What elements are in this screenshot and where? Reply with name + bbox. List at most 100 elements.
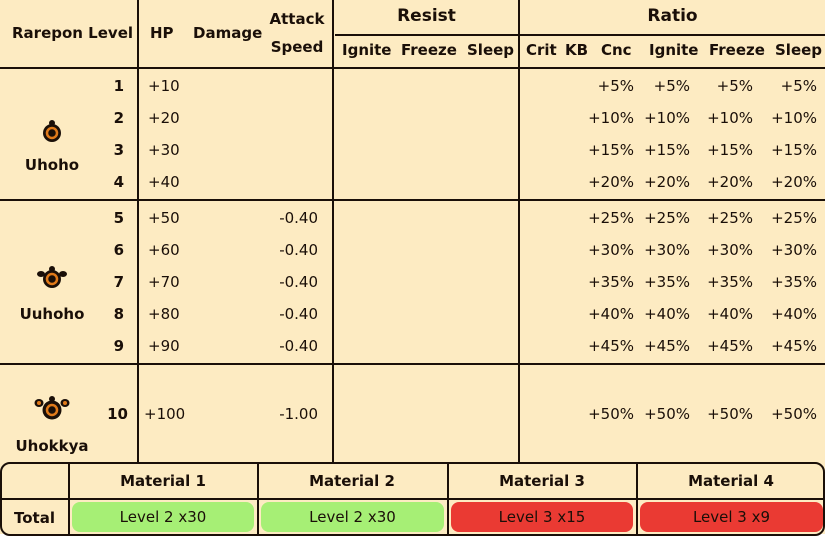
hp-cell: +30 bbox=[148, 141, 180, 159]
header-ratio: Ratio bbox=[647, 6, 698, 26]
divider-header bbox=[0, 67, 825, 69]
level-cell: 7 bbox=[113, 273, 124, 291]
level-cell: 10 bbox=[107, 405, 128, 423]
ratio-sleep-cell: +45% bbox=[771, 337, 817, 355]
ratio-cnc-cell: +20% bbox=[588, 173, 634, 191]
level-cell: 4 bbox=[113, 173, 124, 191]
ratio-freeze-cell: +15% bbox=[707, 141, 753, 159]
divider-resist bbox=[332, 0, 334, 462]
header-resist-sleep: Sleep bbox=[467, 41, 515, 59]
attack-speed-cell: -1.00 bbox=[279, 405, 318, 423]
ratio-cnc-cell: +25% bbox=[588, 209, 634, 227]
ratio-ignite-cell: +25% bbox=[644, 209, 690, 227]
ratio-ignite-cell: +10% bbox=[644, 109, 690, 127]
level-cell: 8 bbox=[113, 305, 124, 323]
ratio-freeze-cell: +50% bbox=[707, 405, 753, 423]
material-4-value: Level 3 x9 bbox=[640, 502, 823, 532]
ratio-freeze-cell: +40% bbox=[707, 305, 753, 323]
ratio-sleep-cell: +40% bbox=[771, 305, 817, 323]
rarepon-face-icon bbox=[37, 266, 67, 288]
header-ratio-freeze: Freeze bbox=[709, 41, 765, 59]
attack-speed-cell: -0.40 bbox=[279, 241, 318, 259]
header-resist-freeze: Freeze bbox=[401, 41, 457, 59]
header-ratio-sleep: Sleep bbox=[775, 41, 823, 59]
ratio-cnc-cell: +5% bbox=[597, 77, 634, 95]
ratio-cnc-cell: +10% bbox=[588, 109, 634, 127]
header-ratio-crit: Crit bbox=[526, 41, 557, 59]
ratio-sleep-cell: +10% bbox=[771, 109, 817, 127]
ratio-sleep-cell: +15% bbox=[771, 141, 817, 159]
rarepon-face-icon bbox=[43, 120, 61, 142]
ratio-sleep-cell: +30% bbox=[771, 241, 817, 259]
ratio-ignite-cell: +15% bbox=[644, 141, 690, 159]
material-2-header: Material 2 bbox=[309, 472, 395, 490]
attack-speed-cell: -0.40 bbox=[279, 273, 318, 291]
material-3-header: Material 3 bbox=[499, 472, 585, 490]
attack-speed-cell: -0.40 bbox=[279, 337, 318, 355]
header-ratio-ignite: Ignite bbox=[649, 41, 699, 59]
material-4-header: Material 4 bbox=[688, 472, 774, 490]
header-attack-line2: Speed bbox=[270, 38, 324, 56]
ratio-freeze-cell: +10% bbox=[707, 109, 753, 127]
ratio-freeze-cell: +45% bbox=[707, 337, 753, 355]
ratio-freeze-cell: +25% bbox=[707, 209, 753, 227]
header-resist-ignite: Ignite bbox=[342, 41, 392, 59]
level-cell: 1 bbox=[113, 77, 124, 95]
hp-cell: +50 bbox=[148, 209, 180, 227]
attack-speed-cell: -0.40 bbox=[279, 305, 318, 323]
divider-level bbox=[137, 0, 139, 462]
divider-materials-header bbox=[0, 498, 825, 500]
hp-cell: +40 bbox=[148, 173, 180, 191]
total-label: Total bbox=[14, 509, 55, 527]
rarepon-name-uhokkya: Uhokkya bbox=[15, 437, 89, 455]
ratio-freeze-cell: +30% bbox=[707, 241, 753, 259]
hp-cell: +70 bbox=[148, 273, 180, 291]
header-resist: Resist bbox=[397, 6, 456, 26]
material-1-header: Material 1 bbox=[120, 472, 206, 490]
level-cell: 9 bbox=[113, 337, 124, 355]
rarepon-face-icon bbox=[34, 396, 70, 420]
ratio-ignite-cell: +30% bbox=[644, 241, 690, 259]
ratio-sleep-cell: +35% bbox=[771, 273, 817, 291]
attack-speed-cell: -0.40 bbox=[279, 209, 318, 227]
ratio-cnc-cell: +45% bbox=[588, 337, 634, 355]
divider-ratio bbox=[518, 0, 520, 462]
header-attack-line1: Attack bbox=[269, 10, 325, 28]
level-cell: 3 bbox=[113, 141, 124, 159]
material-3-value: Level 3 x15 bbox=[451, 502, 633, 532]
material-2-value: Level 2 x30 bbox=[261, 502, 444, 532]
rarepon-name-uhoho: Uhoho bbox=[24, 156, 80, 174]
ratio-sleep-cell: +5% bbox=[780, 77, 817, 95]
divider-group-2 bbox=[0, 363, 825, 365]
ratio-sleep-cell: +50% bbox=[771, 405, 817, 423]
material-1-value: Level 2 x30 bbox=[72, 502, 254, 532]
ratio-ignite-cell: +20% bbox=[644, 173, 690, 191]
header-ratio-cnc: Cnc bbox=[601, 41, 632, 59]
ratio-freeze-cell: +20% bbox=[707, 173, 753, 191]
hp-cell: +60 bbox=[148, 241, 180, 259]
header-hp: HP bbox=[150, 24, 174, 42]
ratio-ignite-cell: +35% bbox=[644, 273, 690, 291]
ratio-freeze-cell: +5% bbox=[716, 77, 753, 95]
ratio-ignite-cell: +5% bbox=[653, 77, 690, 95]
ratio-cnc-cell: +50% bbox=[588, 405, 634, 423]
hp-cell: +100 bbox=[144, 405, 186, 423]
level-cell: 5 bbox=[113, 209, 124, 227]
ratio-sleep-cell: +20% bbox=[771, 173, 817, 191]
ratio-sleep-cell: +25% bbox=[771, 209, 817, 227]
ratio-freeze-cell: +35% bbox=[707, 273, 753, 291]
rarepon-name-uuhoho: Uuhoho bbox=[19, 305, 85, 323]
ratio-cnc-cell: +30% bbox=[588, 241, 634, 259]
ratio-ignite-cell: +40% bbox=[644, 305, 690, 323]
ratio-cnc-cell: +35% bbox=[588, 273, 634, 291]
header-rarepon-level: Rarepon Level bbox=[12, 24, 134, 42]
hp-cell: +90 bbox=[148, 337, 180, 355]
divider-subheader bbox=[335, 34, 825, 36]
ratio-ignite-cell: +45% bbox=[644, 337, 690, 355]
hp-cell: +10 bbox=[148, 77, 180, 95]
ratio-cnc-cell: +40% bbox=[588, 305, 634, 323]
hp-cell: +20 bbox=[148, 109, 180, 127]
hp-cell: +80 bbox=[148, 305, 180, 323]
header-ratio-kb: KB bbox=[565, 41, 589, 59]
